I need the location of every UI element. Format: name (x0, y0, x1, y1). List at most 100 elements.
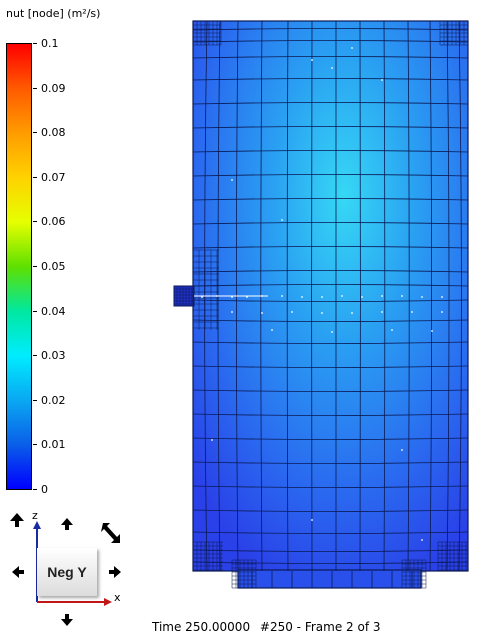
color-bar-tick-label: 0.06 (41, 215, 66, 229)
particle-marker (246, 296, 248, 298)
rotate-right-icon[interactable] (106, 563, 124, 581)
particle-marker (321, 296, 323, 298)
color-bar-tick (33, 43, 37, 44)
particle-marker (351, 312, 353, 314)
particle-marker (291, 311, 293, 313)
particle-marker (281, 219, 283, 221)
pan-up-left-icon[interactable] (8, 511, 26, 529)
mesh-line (192, 102, 469, 105)
mesh-plot (173, 20, 469, 589)
particle-marker (351, 47, 353, 49)
mesh-line (192, 509, 469, 512)
particle-marker (381, 79, 383, 81)
color-bar-tick (33, 176, 37, 178)
color-bar-tick (33, 266, 37, 267)
time-readout: Time 250.00000 (152, 620, 251, 634)
mesh-line (192, 299, 469, 302)
color-bar-tick (33, 132, 37, 134)
rotate-up-icon[interactable] (58, 515, 76, 533)
particle-marker (431, 330, 433, 332)
status-bar: Time 250.00000 #250 - Frame 2 of 3 (152, 620, 381, 634)
mesh-line (407, 20, 410, 572)
particle-marker (441, 311, 443, 313)
color-bar-tick-label: 0.01 (41, 438, 66, 452)
particle-marker (231, 179, 233, 181)
color-bar-tick-label: 0.05 (41, 260, 66, 273)
mesh-refinement (173, 20, 469, 589)
color-bar-tick (33, 87, 37, 89)
mesh-line (383, 20, 386, 572)
color-bar-tick (33, 355, 37, 357)
mesh-line (192, 246, 469, 249)
particle-marker (361, 296, 363, 298)
z-axis-label: z (32, 509, 38, 522)
mesh-line (192, 56, 469, 59)
particle-marker (411, 311, 413, 313)
particle-marker (401, 295, 403, 297)
x-axis-label: x (114, 591, 121, 604)
mesh-line (192, 222, 469, 225)
mesh-line (458, 20, 462, 572)
particle-markers (194, 47, 443, 541)
rotate-diagonal-icon[interactable] (101, 521, 123, 547)
mesh-viewport[interactable] (172, 20, 472, 590)
mesh-line (192, 150, 469, 153)
color-bar-tick (33, 221, 37, 223)
mesh-line (192, 413, 469, 416)
mesh-line (192, 28, 469, 31)
particle-marker (231, 296, 233, 298)
mesh-line (192, 126, 469, 129)
particle-marker (381, 295, 383, 297)
mesh-line (192, 531, 469, 534)
mesh-line (192, 40, 469, 43)
mesh-line (192, 549, 469, 552)
legend-title: nut [node] (m²/s) (6, 7, 101, 20)
mesh-line (286, 20, 289, 572)
domain-outlet (237, 569, 422, 589)
particle-marker (441, 296, 443, 298)
particle-marker (421, 296, 423, 298)
color-bar-tick-label: 0 (41, 483, 48, 496)
color-bar-tick (33, 489, 37, 490)
color-bar-tick (33, 399, 37, 401)
view-cube[interactable]: Neg Y (37, 548, 97, 596)
mesh-line (192, 319, 469, 322)
mesh-grid (192, 20, 469, 588)
particle-marker (211, 439, 213, 441)
particle-marker (271, 329, 273, 331)
color-bar-tick-label: 0.03 (41, 349, 66, 363)
color-bar-tick-label: 0.07 (41, 170, 66, 184)
particle-marker (301, 296, 303, 298)
color-bar-tick-label: 0.09 (41, 81, 66, 95)
particle-marker (311, 519, 313, 521)
particle-marker (261, 312, 263, 314)
particle-marker (201, 296, 203, 298)
particle-marker (391, 329, 393, 331)
mesh-line (192, 198, 469, 201)
particle-marker (311, 59, 313, 61)
color-bar-tick-label: 0.02 (41, 393, 66, 407)
color-bar-tick (33, 310, 37, 312)
mesh-line (192, 437, 469, 440)
particle-marker (281, 295, 283, 297)
particle-marker (381, 311, 383, 313)
color-bar (6, 43, 32, 490)
color-bar-tick-label: 0.1 (41, 37, 59, 50)
mesh-line (192, 270, 469, 273)
rotate-down-icon[interactable] (58, 611, 76, 629)
particle-marker (231, 311, 233, 313)
particle-marker (321, 312, 323, 314)
particle-marker (401, 449, 403, 451)
mesh-line (192, 284, 469, 287)
rotate-left-icon[interactable] (9, 563, 27, 581)
particle-marker (341, 295, 343, 297)
frame-readout: #250 - Frame 2 of 3 (259, 620, 381, 634)
mesh-line (192, 461, 469, 464)
mesh-line (192, 341, 469, 344)
mesh-line (192, 485, 469, 488)
color-bar-tick-label: 0.08 (41, 126, 66, 140)
mesh-line (192, 174, 469, 177)
mesh-line (192, 78, 469, 81)
mesh-line (446, 20, 450, 572)
mesh-line (192, 561, 469, 564)
